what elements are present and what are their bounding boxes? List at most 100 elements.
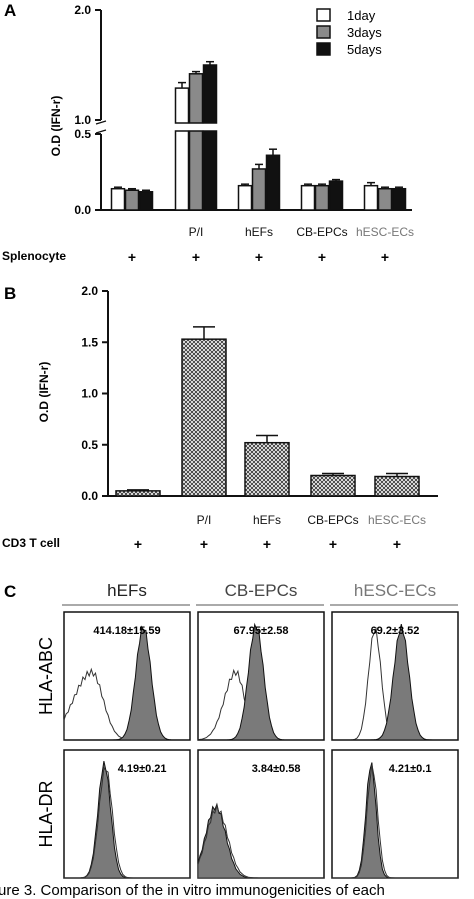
c-isotype-trace bbox=[64, 766, 190, 879]
c-histogram-panel: 69.2±3.52 bbox=[331, 611, 459, 741]
c-histogram-panel: 4.19±0.21 bbox=[63, 749, 191, 879]
panel-a-bars bbox=[85, 60, 415, 211]
b-condition-mark: + bbox=[134, 536, 142, 552]
b-condition-label: CD3 T cell bbox=[2, 536, 60, 550]
panel-b: B O.D (IFN-r) 0.0 0.5 1.0 1.5 2.0 P/I hEFs CB-… bbox=[2, 284, 438, 552]
a-y-tick-label: 0.0 bbox=[74, 203, 91, 217]
a-condition-mark: + bbox=[192, 249, 200, 265]
b-bar bbox=[181, 338, 227, 497]
a-condition-mark: + bbox=[255, 249, 263, 265]
a-bar-3days-base bbox=[188, 130, 204, 211]
a-category-label: hESC-ECs bbox=[356, 225, 414, 239]
panel-b-ylabel: O.D (IFN-r) bbox=[37, 362, 51, 423]
c-stained-trace bbox=[198, 622, 324, 741]
c-histogram-frame bbox=[331, 749, 459, 879]
c-row-label: HLA-DR bbox=[36, 780, 56, 847]
panel-b-category-labels: P/I hEFs CB-EPCs hESC-ECs bbox=[197, 513, 426, 527]
c-stained-trace bbox=[332, 624, 458, 741]
a-legend-swatch-3days bbox=[316, 25, 331, 39]
c-histogram-panel: 4.21±0.1 bbox=[331, 749, 459, 879]
b-y-tick-label: 1.0 bbox=[81, 387, 98, 401]
c-value-label: 3.84±0.58 bbox=[252, 763, 301, 775]
c-histogram-frame bbox=[63, 749, 191, 879]
c-isotype-trace bbox=[332, 764, 458, 879]
a-legend-label: 3days bbox=[347, 25, 382, 40]
a-bar-1day bbox=[300, 184, 316, 211]
a-y-tick-label: 0.5 bbox=[74, 127, 91, 141]
panel-b-letter: B bbox=[4, 284, 16, 303]
b-category-label: hEFs bbox=[253, 513, 281, 527]
c-row-label: HLA-ABC bbox=[36, 637, 56, 715]
b-bar bbox=[115, 490, 161, 497]
b-category-label: P/I bbox=[197, 513, 212, 527]
b-condition-mark: + bbox=[263, 536, 271, 552]
c-histogram-panel: 67.95±2.58 bbox=[197, 611, 325, 741]
panel-c: C hEFs CB-EPCs hESC-ECs HLA-ABC HLA-DR 414.… bbox=[4, 581, 459, 879]
b-bar bbox=[244, 441, 290, 497]
a-axis-break-gap bbox=[85, 124, 415, 130]
a-condition-label: Splenocyte bbox=[2, 249, 66, 263]
c-value-label: 414.18±15.59 bbox=[93, 625, 160, 637]
a-bar-5days-base bbox=[202, 130, 218, 211]
b-y-tick-label: 2.0 bbox=[81, 284, 98, 298]
c-histogram-panel: 414.18±15.59 bbox=[63, 611, 191, 741]
c-isotype-trace bbox=[197, 803, 324, 879]
panel-a-category-labels: P/I hEFs CB-EPCs hESC-ECs bbox=[189, 225, 414, 239]
a-bar-5days bbox=[138, 191, 154, 211]
c-column-header: CB-EPCs bbox=[225, 581, 298, 600]
a-bar-3days bbox=[251, 168, 267, 211]
b-y-tick-label: 0.0 bbox=[81, 489, 98, 503]
b-condition-mark: + bbox=[393, 536, 401, 552]
a-legend-label: 1day bbox=[347, 8, 376, 23]
a-category-label: hEFs bbox=[245, 225, 273, 239]
panel-c-letter: C bbox=[4, 582, 16, 601]
a-condition-mark: + bbox=[381, 249, 389, 265]
b-condition-mark: + bbox=[329, 536, 337, 552]
figure-caption: ure 3. Comparison of the in vitro immuno… bbox=[0, 882, 385, 899]
c-histogram-panel: 3.84±0.58 bbox=[197, 749, 325, 879]
panel-b-bars bbox=[115, 326, 420, 497]
a-bar-3days bbox=[314, 184, 330, 211]
c-stained-trace bbox=[64, 625, 190, 741]
a-bar-5days bbox=[328, 180, 344, 211]
a-bar-1day bbox=[237, 184, 253, 211]
a-y-tick-label: 1.0 bbox=[74, 113, 91, 127]
a-category-label: P/I bbox=[189, 225, 204, 239]
c-value-label: 4.19±0.21 bbox=[118, 763, 167, 775]
a-legend-swatch-5days bbox=[316, 42, 331, 56]
b-category-label: CB-EPCs bbox=[307, 513, 358, 527]
b-condition-mark: + bbox=[200, 536, 208, 552]
panel-a-letter: A bbox=[4, 1, 16, 20]
b-bar bbox=[310, 474, 356, 497]
panel-c-row-labels: HLA-ABC HLA-DR bbox=[36, 637, 56, 848]
a-condition-mark: + bbox=[318, 249, 326, 265]
b-y-tick-label: 0.5 bbox=[81, 438, 98, 452]
panel-c-column-headers: hEFs CB-EPCs hESC-ECs bbox=[62, 581, 458, 606]
c-column-header: hESC-ECs bbox=[354, 581, 436, 600]
b-bar bbox=[374, 475, 420, 497]
a-bar-1day-base bbox=[174, 130, 190, 211]
panel-a-legend: 1day 3days 5days bbox=[316, 8, 382, 57]
a-break-mark bbox=[95, 129, 107, 134]
c-value-label: 67.95±2.58 bbox=[234, 625, 289, 637]
a-bar-1day bbox=[110, 187, 126, 211]
a-condition-mark: + bbox=[128, 249, 136, 265]
c-value-label: 69.2±3.52 bbox=[371, 625, 420, 637]
a-legend-label: 5days bbox=[347, 42, 382, 57]
a-y-tick-label: 2.0 bbox=[74, 3, 91, 17]
a-category-label: CB-EPCs bbox=[296, 225, 347, 239]
a-bar-3days bbox=[188, 73, 204, 124]
a-bar-5days bbox=[391, 187, 407, 211]
a-legend-swatch-1day bbox=[316, 8, 331, 22]
a-bar-3days bbox=[377, 187, 393, 211]
b-y-tick-label: 1.5 bbox=[81, 335, 98, 349]
a-bar-1day bbox=[363, 184, 379, 211]
a-bar-5days bbox=[202, 64, 218, 124]
c-histogram-frame bbox=[63, 611, 191, 741]
panel-b-condition-row: CD3 T cell + + + + + bbox=[2, 536, 401, 552]
a-break-mark bbox=[95, 120, 107, 125]
c-column-header: hEFs bbox=[107, 581, 147, 600]
panel-a-ylabel: O.D (IFN-r) bbox=[49, 96, 63, 157]
a-bar-1day bbox=[174, 87, 190, 124]
b-category-label: hESC-ECs bbox=[368, 513, 426, 527]
